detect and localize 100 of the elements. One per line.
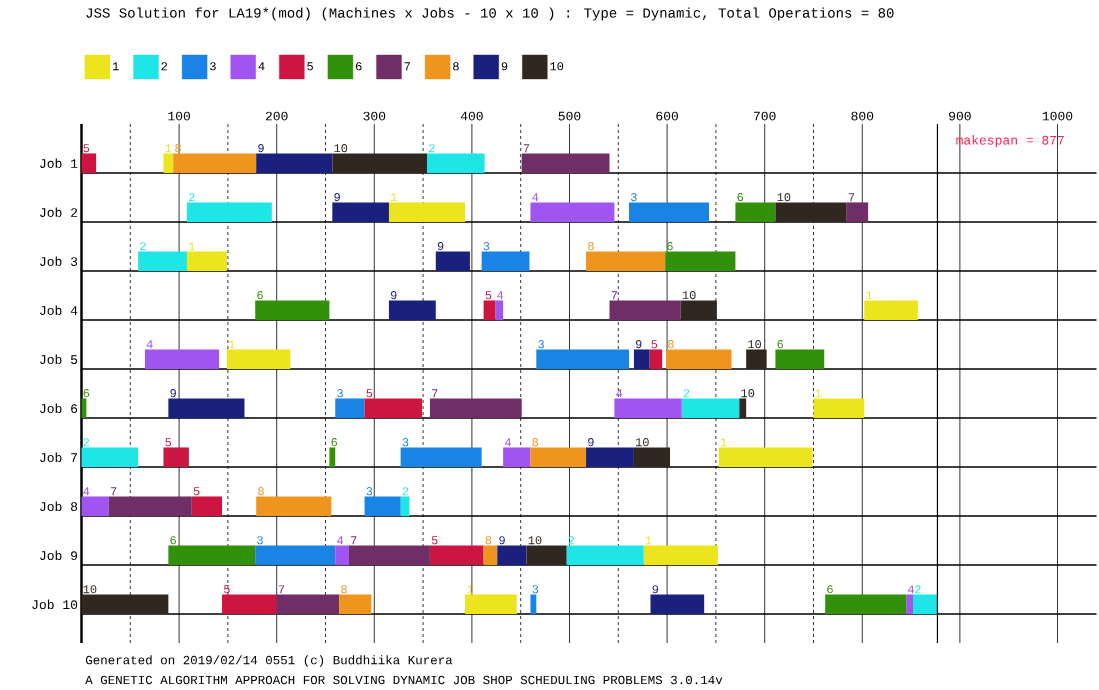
bar [332,153,427,174]
text: 10 [635,438,649,447]
bar [530,594,537,615]
bar [864,300,918,321]
bar [650,594,705,615]
y-tick-label: Job 8 [40,501,78,512]
y-tick-label: Job 6 [40,403,78,414]
text: 9 [588,438,594,447]
text: 5 [224,585,230,594]
y-tick-label: Job 4 [40,305,78,316]
text: 4 [337,536,344,545]
bar [846,202,869,223]
legend-label: 4 [258,62,265,71]
bar [481,251,530,272]
bar [536,349,630,370]
text: 9 [334,193,340,202]
text: 9 [652,585,659,594]
text: 10 [748,340,762,349]
bar [566,545,644,566]
x-tick-label: 1000 [1042,111,1073,121]
bar [718,447,813,468]
y-tick-label: Job 9 [40,550,78,561]
bar [168,545,256,566]
x-tick-label: 400 [460,111,483,121]
bar [739,398,747,419]
text: 1 [165,144,172,153]
bar [521,153,610,174]
text: 6 [83,389,90,398]
bar [497,545,527,566]
bar [483,300,496,321]
text: 7 [351,536,357,545]
text: 2 [402,487,409,496]
text: 3 [483,242,490,251]
text: 6 [170,536,176,545]
text: 8 [258,487,264,496]
legend-label: 1 [112,62,119,71]
y-tick-label: Job 5 [40,354,78,365]
bar [746,349,767,370]
text: 6 [777,340,784,349]
text: 5 [485,291,492,300]
bar [329,447,336,468]
text: 1 [228,340,235,349]
text: 8 [532,438,539,447]
y-tick-label: Job 2 [40,207,78,217]
text: 9 [499,536,505,545]
bar [465,594,517,615]
text: 2 [140,242,146,251]
text: 2 [683,389,690,398]
bar [173,153,257,174]
x-tick-label: 700 [753,111,776,121]
bar [435,251,470,272]
text: 4 [504,438,511,447]
bar [138,251,187,272]
bar [81,153,97,174]
legend-label: 6 [355,62,362,71]
bar [429,545,484,566]
text: 3 [532,585,539,594]
x-tick-label: 300 [363,111,386,121]
text: 6 [667,242,673,251]
text: 10 [83,585,97,594]
text: 9 [258,144,264,153]
text: 8 [175,144,181,153]
text: 5 [431,536,438,545]
bar [364,496,401,517]
text: 10 [741,389,755,398]
bar [364,398,423,419]
text: 1 [720,438,727,447]
bar [665,251,736,272]
bar [168,398,245,419]
text: 7 [848,193,855,202]
text: 7 [611,291,617,300]
bar [226,349,291,370]
y-tick-label: Job 3 [40,256,78,266]
text: 7 [523,144,530,153]
bar [163,153,174,174]
text: 4 [497,291,504,300]
text: A GENETIC ALGORITHM APPROACH FOR SOLVING DYNAMIC JOB SHOP SCHEDULING PROBLEMS 3.0.14v [85,675,723,685]
text: 6 [827,585,833,594]
bar [335,545,349,566]
text: 9 [390,291,397,300]
bar [649,349,663,370]
bar [775,349,825,370]
text: 8 [341,585,347,594]
bar [81,496,109,517]
text: 4 [146,340,153,349]
bar [681,398,740,419]
text: 6 [737,193,744,202]
bar [666,349,732,370]
bar [108,496,192,517]
text: 6 [257,291,263,300]
text: 4 [908,585,914,594]
bar [163,447,189,468]
text: 5 [651,340,658,349]
bar [735,202,776,223]
x-tick-label: 200 [265,111,288,121]
text: 5 [165,438,172,447]
text: 5 [366,389,373,398]
legend-label: 9 [501,62,508,71]
text: 8 [485,536,492,545]
x-tick-label: 100 [168,111,190,121]
